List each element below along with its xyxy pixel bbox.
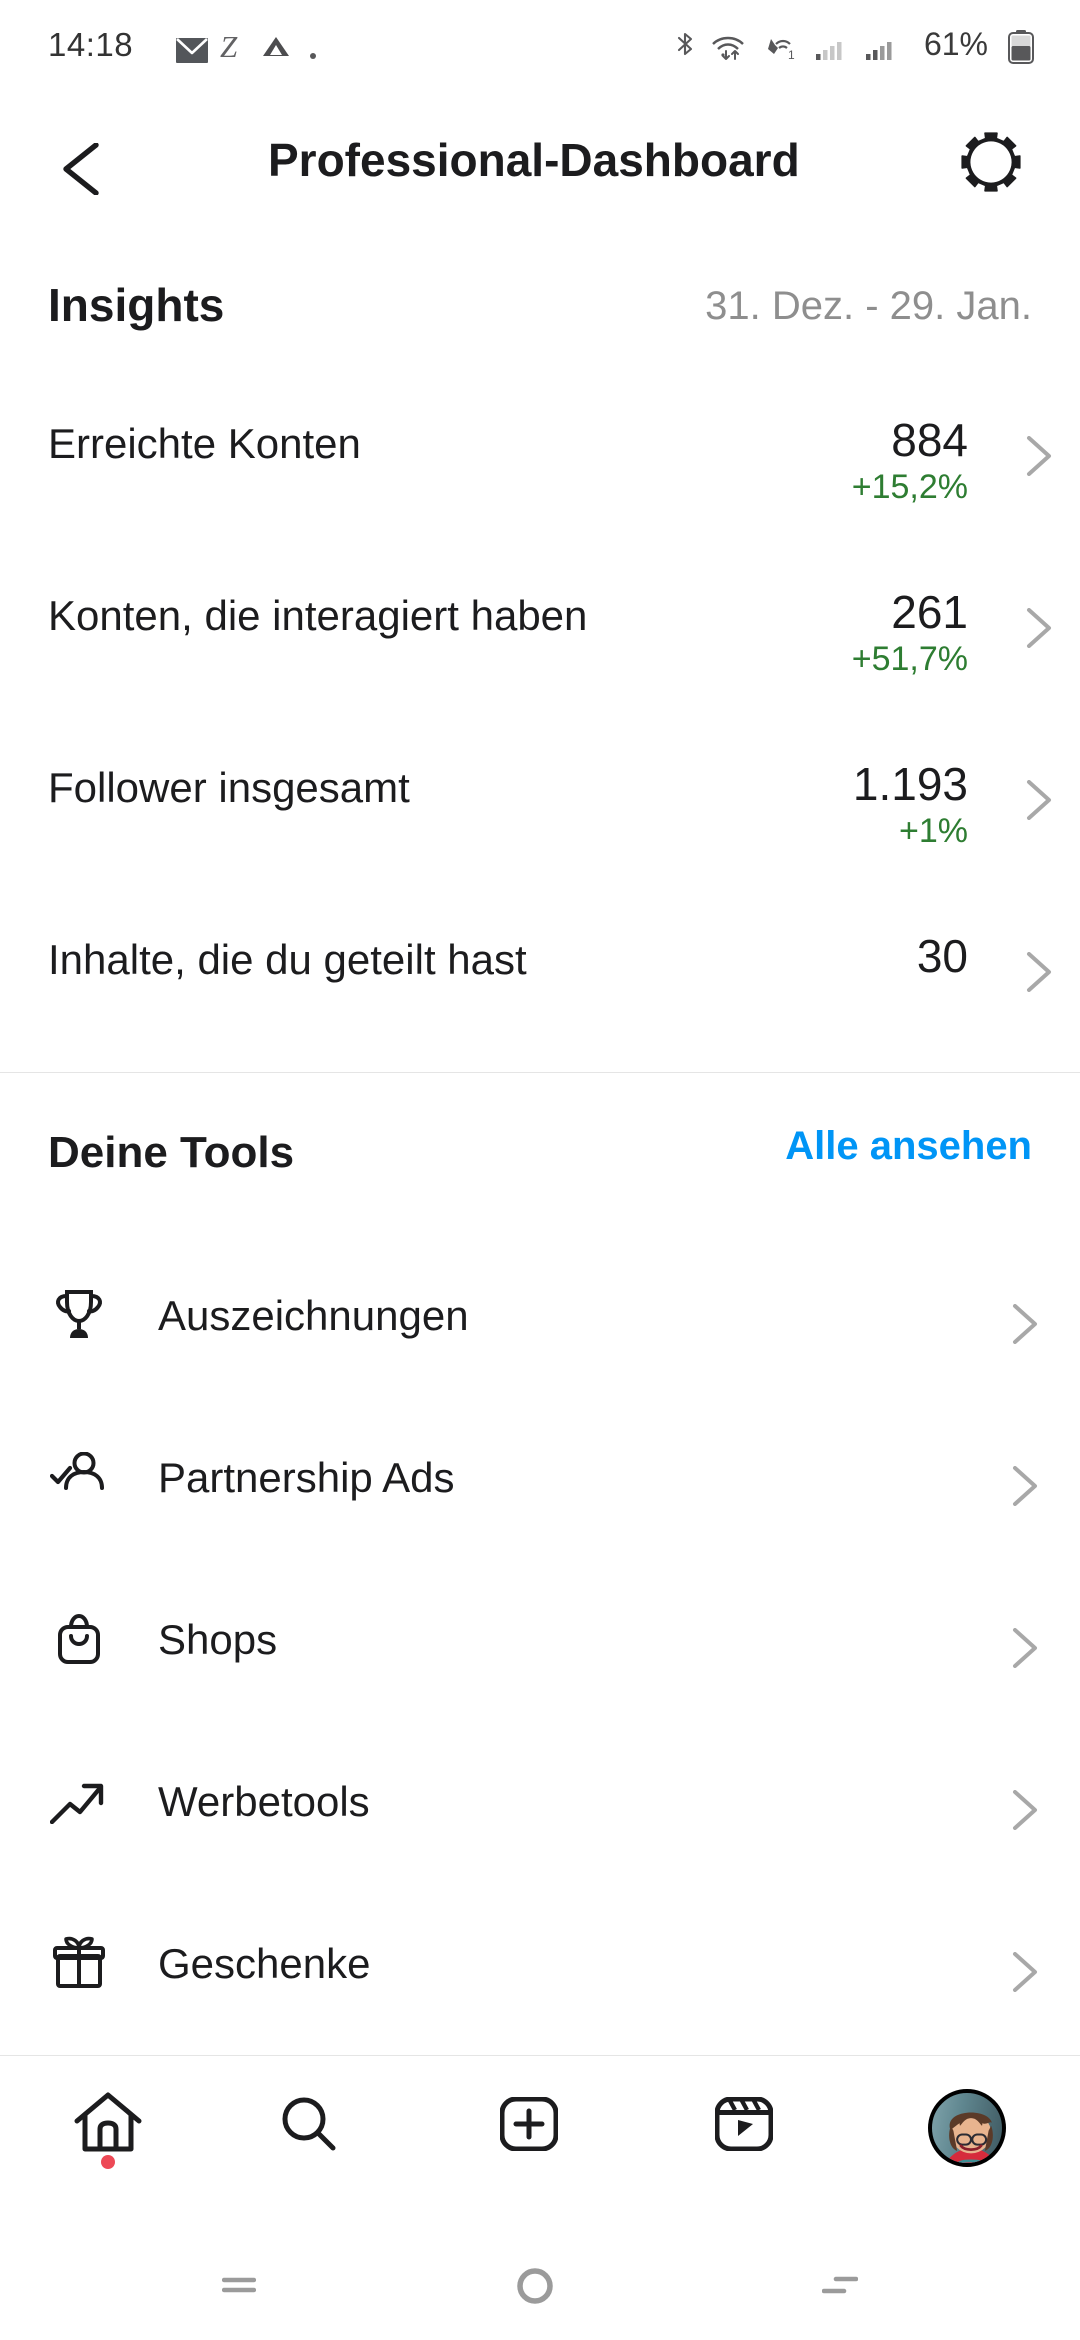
- svg-text:Z: Z: [220, 30, 238, 64]
- svg-text:1: 1: [788, 48, 795, 60]
